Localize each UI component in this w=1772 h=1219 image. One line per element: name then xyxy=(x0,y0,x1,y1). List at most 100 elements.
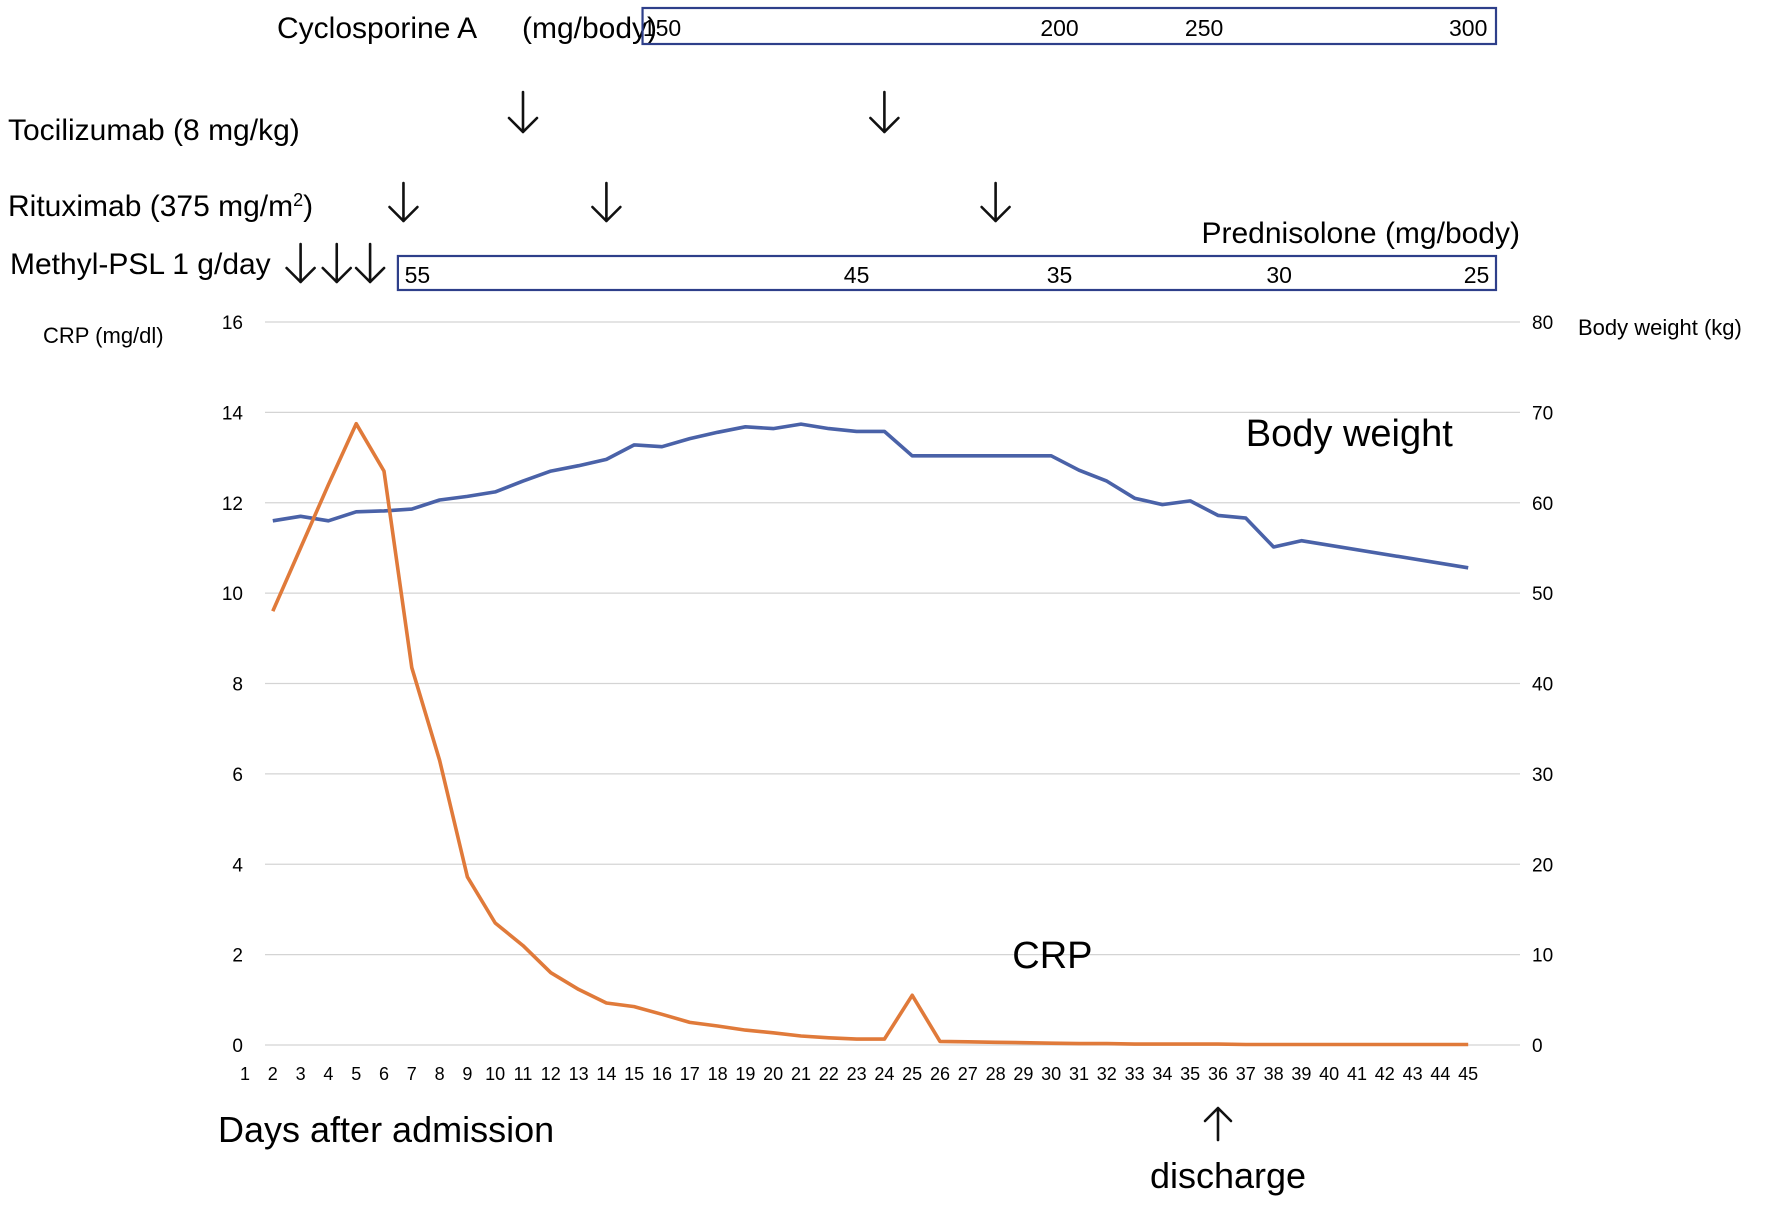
y-left-tick-label: 14 xyxy=(222,403,244,424)
x-tick-label: 22 xyxy=(819,1064,839,1084)
rituximab-arrow xyxy=(591,181,622,223)
y-left-axis-title: CRP (mg/dl) xyxy=(43,323,164,348)
x-tick-label: 44 xyxy=(1430,1064,1450,1084)
cyclosporine-dose: 250 xyxy=(1185,15,1223,41)
x-tick-label: 35 xyxy=(1180,1064,1200,1084)
x-tick-label: 19 xyxy=(735,1064,755,1084)
y-right-tick-label: 0 xyxy=(1532,1036,1543,1057)
cyclosporine-dose: 150 xyxy=(643,15,681,41)
x-tick-label: 42 xyxy=(1375,1064,1395,1084)
discharge-arrow xyxy=(1203,1106,1233,1142)
y-right-tick-label: 30 xyxy=(1532,765,1553,786)
x-tick-label: 25 xyxy=(902,1064,922,1084)
y-left-tick-label: 10 xyxy=(222,584,243,605)
x-tick-label: 16 xyxy=(652,1064,672,1084)
x-tick-label: 27 xyxy=(958,1064,978,1084)
x-tick-label: 2 xyxy=(268,1064,278,1084)
x-tick-label: 15 xyxy=(624,1064,644,1084)
discharge-label: discharge xyxy=(1150,1155,1306,1196)
tocilizumab-arrow xyxy=(869,90,900,134)
prednisolone-dose-box xyxy=(396,254,1498,292)
x-tick-label: 33 xyxy=(1125,1064,1145,1084)
x-tick-label: 3 xyxy=(296,1064,306,1084)
prednisolone-label: Prednisolone (mg/body) xyxy=(1201,217,1520,250)
y-left-tick-label: 8 xyxy=(232,675,243,696)
x-tick-label: 10 xyxy=(485,1064,505,1084)
x-tick-label: 23 xyxy=(847,1064,867,1084)
prednisolone-dose: 35 xyxy=(1047,262,1073,288)
y-right-tick-label: 10 xyxy=(1532,946,1553,967)
methyl-psl-arrow xyxy=(354,242,386,284)
x-tick-label: 26 xyxy=(930,1064,950,1084)
cyclosporine-label: Cyclosporine A xyxy=(277,12,477,45)
y-left-tick-label: 2 xyxy=(232,946,243,967)
series-lines: Body weight CRP xyxy=(271,413,1469,1047)
x-tick-label: 40 xyxy=(1319,1064,1339,1084)
cyclosporine-dose: 200 xyxy=(1040,15,1078,41)
x-tick-label: 6 xyxy=(379,1064,389,1084)
tocilizumab-label: Tocilizumab (8 mg/kg) xyxy=(8,114,300,147)
prednisolone-dose: 45 xyxy=(844,262,870,288)
cyclosporine-dose-box xyxy=(641,6,1498,46)
prednisolone-dose: 25 xyxy=(1464,262,1490,288)
x-tick-label: 39 xyxy=(1291,1064,1311,1084)
cyclosporine-dose: 300 xyxy=(1449,15,1487,41)
x-tick-label: 37 xyxy=(1236,1064,1256,1084)
x-tick-label: 29 xyxy=(1013,1064,1033,1084)
rituximab-arrow xyxy=(388,181,419,223)
x-tick-label: 34 xyxy=(1152,1064,1172,1084)
prednisolone-dose: 30 xyxy=(1266,262,1292,288)
x-tick-label: 41 xyxy=(1347,1064,1367,1084)
y-right-axis-title: Body weight (kg) xyxy=(1578,315,1742,340)
x-tick-label: 43 xyxy=(1403,1064,1423,1084)
x-tick-label: 14 xyxy=(596,1064,616,1084)
x-axis-title: Days after admission xyxy=(218,1109,554,1150)
y-right-tick-label: 50 xyxy=(1532,584,1553,605)
x-tick-label: 12 xyxy=(541,1064,561,1084)
x-tick-label: 4 xyxy=(323,1064,333,1084)
x-tick-label: 28 xyxy=(986,1064,1006,1084)
methyl-psl-label: Methyl-PSL 1 g/day xyxy=(10,248,271,281)
x-tick-label: 5 xyxy=(351,1064,361,1084)
x-tick-label: 17 xyxy=(680,1064,700,1084)
x-tick-label: 20 xyxy=(763,1064,783,1084)
y-right-tick-label: 40 xyxy=(1532,675,1553,696)
x-tick-label: 21 xyxy=(791,1064,811,1084)
x-tick-label: 45 xyxy=(1458,1064,1478,1084)
x-tick-label: 38 xyxy=(1264,1064,1284,1084)
x-tick-label: 7 xyxy=(407,1064,417,1084)
x-tick-label: 9 xyxy=(462,1064,472,1084)
series-line-crp xyxy=(271,421,1469,1047)
x-tick-label: 1 xyxy=(240,1064,250,1084)
treatment-timeline: Cyclosporine A (mg/body)150 200 250 300 Tocil… xyxy=(8,6,1520,292)
methyl-psl-arrow xyxy=(285,242,316,284)
y-left-tick-label: 16 xyxy=(222,313,243,334)
grid-lines xyxy=(265,321,1520,1046)
y-left-tick-label: 12 xyxy=(222,494,243,515)
x-tick-label: 13 xyxy=(569,1064,589,1084)
y-right-tick-label: 20 xyxy=(1532,855,1553,876)
methyl-psl-arrow xyxy=(321,242,353,284)
rituximab-arrow xyxy=(980,181,1011,223)
cyclosporine-unit: (mg/body) xyxy=(522,12,657,45)
rituximab-label: Rituximab (375 mg/m2) xyxy=(8,190,313,223)
x-tick-label: 30 xyxy=(1041,1064,1061,1084)
series-label-body-weight: Body weight xyxy=(1246,413,1453,455)
y-right-tick-label: 60 xyxy=(1532,494,1553,515)
y-left-tick-label: 0 xyxy=(232,1036,243,1057)
prednisolone-dose: 55 xyxy=(405,262,431,288)
series-label-crp: CRP xyxy=(1012,935,1092,977)
x-tick-label: 32 xyxy=(1097,1064,1117,1084)
y-right-tick-label: 70 xyxy=(1532,403,1553,424)
y-left-tick-label: 6 xyxy=(232,765,243,786)
y-right-tick-label: 80 xyxy=(1532,313,1553,334)
tocilizumab-arrow xyxy=(507,90,539,134)
x-tick-label: 31 xyxy=(1069,1064,1089,1084)
x-tick-label: 36 xyxy=(1208,1064,1228,1084)
annotations: discharge xyxy=(1150,1106,1306,1196)
x-tick-label: 18 xyxy=(708,1064,728,1084)
x-tick-label: 24 xyxy=(874,1064,894,1084)
x-tick-label: 8 xyxy=(435,1064,445,1084)
